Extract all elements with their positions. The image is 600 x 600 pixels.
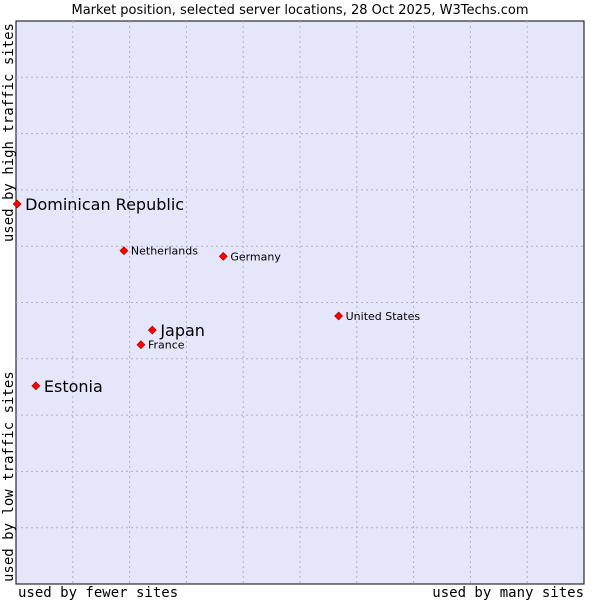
x-axis-label-high: used by many sites [432,585,584,600]
data-point-france [136,340,146,350]
data-label-japan: Japan [159,321,205,340]
y-axis-label-high: used by high traffic sites [1,23,17,242]
data-label-netherlands: Netherlands [131,245,198,258]
grid-lines [16,21,584,584]
data-point-japan [147,325,157,335]
data-label-dominican-republic: Dominican Republic [25,195,184,214]
data-label-france: France [148,339,185,352]
data-point-germany [218,251,228,261]
data-label-germany: Germany [230,250,281,263]
data-points: Dominican Republic Netherlands Germany Unit… [12,195,421,396]
y-axis-label-low: used by low traffic sites [1,371,17,582]
data-point-united-states [334,311,344,321]
data-point-netherlands [119,246,129,256]
data-label-estonia: Estonia [44,377,103,396]
data-point-estonia [31,381,41,391]
x-axis-label-low: used by fewer sites [18,585,178,600]
chart-title: Market position, selected server locatio… [71,3,528,18]
data-label-united-states: United States [346,310,421,323]
data-point-dominican-republic [12,199,22,209]
